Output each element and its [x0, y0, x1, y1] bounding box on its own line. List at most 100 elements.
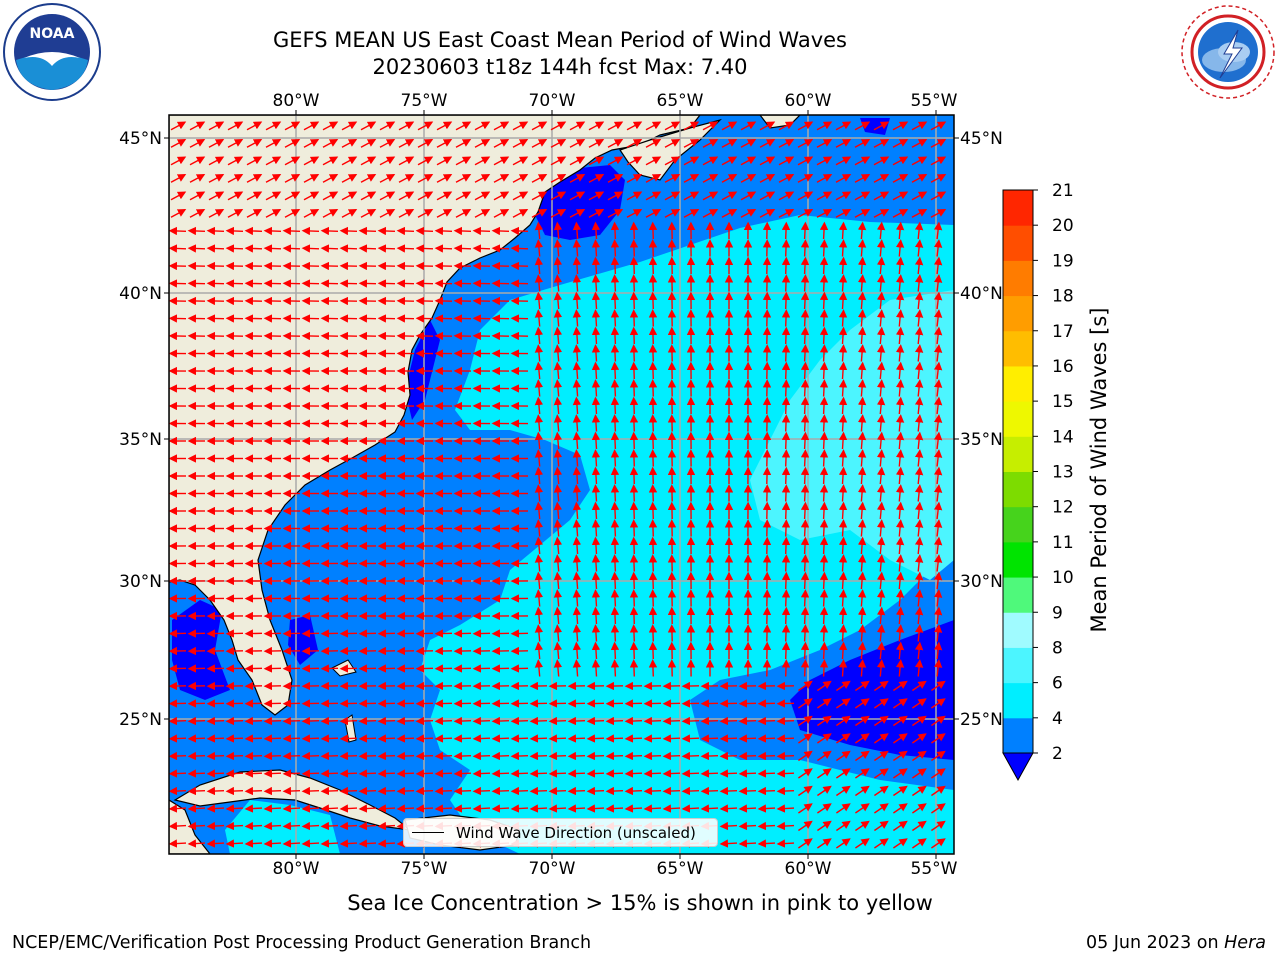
wind-wave-arrow — [284, 191, 301, 201]
wind-wave-arrow — [738, 786, 757, 796]
lon-label-top: 65°W — [657, 91, 704, 111]
wind-wave-arrow — [798, 750, 813, 762]
wind-wave-arrow — [800, 221, 810, 240]
wind-wave-arrow — [817, 820, 832, 832]
wind-wave-arrow — [838, 606, 848, 625]
wind-wave-arrow — [781, 554, 791, 572]
wind-wave-arrow — [648, 431, 658, 450]
wind-wave-arrow — [662, 786, 681, 796]
wind-wave-arrow — [702, 191, 719, 201]
wind-wave-arrow — [569, 191, 586, 201]
wind-wave-arrow — [322, 139, 339, 148]
wind-wave-arrow — [876, 309, 886, 327]
wind-wave-arrow — [819, 344, 829, 362]
wind-wave-arrow — [455, 209, 472, 218]
wind-wave-arrow — [553, 589, 563, 607]
wind-wave-arrow — [610, 519, 620, 537]
wind-wave-arrow — [914, 221, 924, 240]
wind-wave-arrow — [702, 156, 719, 166]
wind-wave-arrow — [189, 191, 206, 201]
wind-wave-arrow — [895, 484, 905, 502]
wind-wave-arrow — [800, 274, 810, 292]
wind-wave-arrow — [816, 139, 833, 148]
wind-wave-arrow — [572, 361, 582, 380]
wind-wave-arrow — [800, 536, 810, 555]
wind-wave-arrow — [474, 191, 491, 201]
wind-wave-arrow — [836, 680, 851, 692]
wind-wave-arrow — [567, 786, 586, 796]
wind-wave-arrow — [931, 785, 946, 797]
wind-wave-arrow — [914, 589, 924, 607]
wind-wave-arrow — [721, 156, 738, 166]
wind-wave-arrow — [572, 466, 582, 485]
wind-wave-arrow — [914, 309, 924, 327]
wind-wave-arrow — [265, 121, 282, 131]
wind-wave-arrow — [301, 734, 320, 743]
wind-wave-arrow — [610, 589, 620, 607]
wind-wave-arrow — [719, 734, 738, 743]
wind-wave-arrow — [493, 191, 510, 201]
wind-wave-arrow — [895, 361, 905, 380]
chart-title: GEFS MEAN US East Coast Mean Period of W… — [273, 28, 847, 52]
wind-wave-arrow — [835, 209, 852, 218]
wind-wave-arrow — [339, 769, 358, 778]
wind-wave-arrow — [895, 519, 905, 537]
wind-wave-arrow — [553, 239, 563, 257]
wind-wave-arrow — [225, 244, 244, 253]
wind-wave-arrow — [781, 256, 791, 275]
wind-wave-arrow — [320, 821, 339, 831]
colorbar-segment — [1003, 365, 1033, 402]
wind-wave-arrow — [624, 716, 643, 726]
wind-wave-arrow — [930, 156, 947, 166]
wind-wave-arrow — [738, 821, 757, 831]
wind-wave-arrow — [610, 274, 620, 292]
wind-wave-arrow — [857, 606, 867, 625]
lat-label-right: 40°N — [960, 284, 1003, 304]
wind-wave-arrow — [895, 396, 905, 415]
wind-wave-arrow — [225, 769, 244, 778]
wind-wave-arrow — [572, 431, 582, 450]
wind-wave-arrow — [781, 344, 791, 362]
wind-wave-arrow — [873, 156, 890, 166]
wind-wave-arrow — [857, 589, 867, 607]
wind-wave-arrow — [683, 191, 700, 201]
wind-wave-arrow — [757, 786, 776, 796]
colorbar-tick-label: 16 — [1052, 357, 1074, 377]
wind-wave-arrow — [417, 156, 434, 166]
wind-wave-arrow — [244, 786, 263, 796]
wind-wave-arrow — [282, 839, 301, 848]
wind-wave-arrow — [643, 751, 662, 761]
wind-wave-arrow — [895, 414, 905, 432]
wind-wave-arrow — [284, 139, 301, 148]
wind-wave-arrow — [895, 291, 905, 310]
wind-wave-arrow — [282, 821, 301, 831]
wind-wave-arrow — [781, 589, 791, 607]
wind-wave-arrow — [605, 734, 624, 743]
wind-wave-arrow — [781, 396, 791, 415]
wind-wave-arrow — [930, 139, 947, 148]
wind-wave-arrow — [434, 244, 453, 253]
wind-wave-arrow — [781, 466, 791, 485]
wind-wave-arrow — [838, 431, 848, 450]
wind-wave-arrow — [664, 156, 681, 166]
wind-wave-arrow — [776, 804, 795, 813]
wind-wave-arrow — [320, 226, 339, 236]
wind-wave-arrow — [567, 734, 586, 743]
wind-wave-arrow — [591, 519, 601, 537]
wind-wave-arrow — [800, 239, 810, 257]
wind-wave-arrow — [838, 554, 848, 572]
wind-wave-arrow — [914, 501, 924, 520]
wind-wave-arrow — [301, 244, 320, 253]
wind-wave-arrow — [227, 174, 244, 183]
wind-wave-arrow — [738, 751, 757, 761]
wind-wave-arrow — [170, 139, 187, 148]
wind-wave-arrow — [629, 624, 639, 642]
wind-wave-arrow — [838, 449, 848, 467]
land-nova-scotia — [619, 118, 723, 181]
wind-wave-arrow — [339, 821, 358, 831]
wind-wave-arrow — [572, 239, 582, 257]
wind-wave-arrow — [610, 309, 620, 327]
wind-wave-arrow — [836, 715, 851, 727]
colorbar-segment — [1003, 330, 1033, 367]
wind-wave-arrow — [895, 379, 905, 397]
